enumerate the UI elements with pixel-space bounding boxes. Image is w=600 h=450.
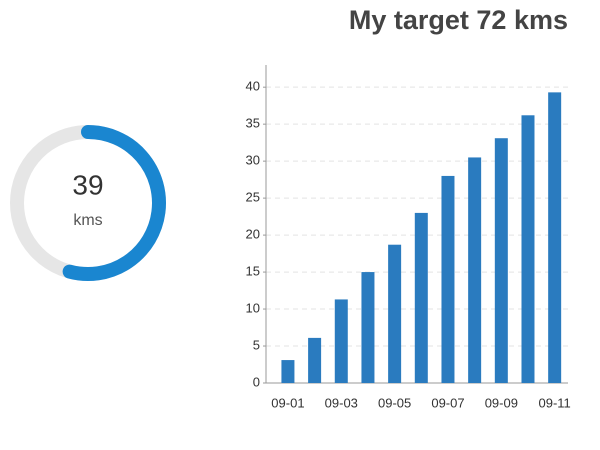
x-tick-label: 09-09 — [485, 395, 518, 410]
y-tick-label: 20 — [246, 227, 260, 242]
gauge-unit: kms — [73, 212, 102, 229]
bar — [548, 92, 562, 383]
y-tick-label: 25 — [246, 190, 260, 205]
bar — [521, 115, 535, 384]
x-tick-label: 09-05 — [378, 395, 411, 410]
bar — [494, 138, 508, 383]
x-tick-label: 09-03 — [325, 395, 358, 410]
x-tick-label: 09-11 — [539, 395, 571, 410]
bar — [308, 337, 322, 383]
bar — [414, 212, 428, 383]
y-tick-label: 5 — [253, 337, 260, 352]
x-tick-label: 09-01 — [271, 395, 304, 410]
y-tick-label: 15 — [246, 264, 260, 279]
y-tick-label: 40 — [246, 79, 260, 94]
gauge-value: 39 — [72, 169, 103, 200]
bar — [281, 360, 295, 383]
y-tick-label: 10 — [246, 300, 260, 315]
bar — [334, 299, 348, 383]
bar — [441, 175, 455, 383]
chart-title: My target 72 kms — [349, 5, 568, 35]
bar — [361, 272, 375, 383]
bar — [388, 244, 402, 383]
bar — [468, 157, 482, 383]
y-tick-label: 30 — [246, 153, 260, 168]
x-tick-label: 09-07 — [431, 395, 464, 410]
gauge-arc — [62, 125, 166, 281]
y-tick-label: 0 — [253, 374, 260, 389]
y-tick-label: 35 — [246, 116, 260, 131]
